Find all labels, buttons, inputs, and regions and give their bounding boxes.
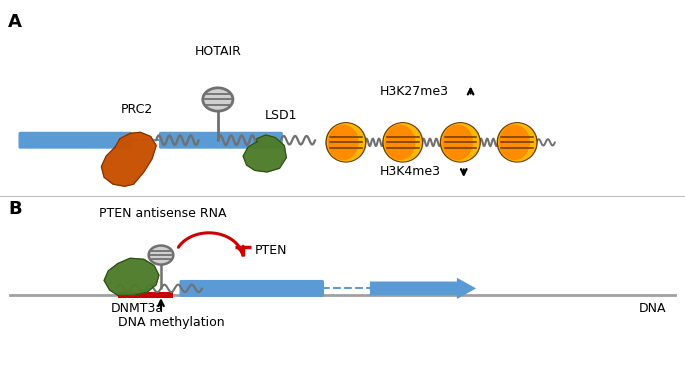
Polygon shape (104, 258, 159, 295)
Polygon shape (101, 132, 156, 186)
Text: PRC2: PRC2 (121, 103, 153, 117)
Ellipse shape (326, 123, 366, 162)
Text: LSD1: LSD1 (264, 109, 297, 122)
Text: H3K27me3: H3K27me3 (380, 85, 449, 98)
Text: A: A (8, 13, 22, 31)
Text: H3K4me3: H3K4me3 (380, 165, 441, 178)
Text: PTEN: PTEN (255, 245, 288, 258)
FancyBboxPatch shape (159, 132, 283, 149)
Ellipse shape (440, 123, 480, 162)
Ellipse shape (328, 125, 358, 160)
Ellipse shape (499, 125, 530, 160)
Text: DNA methylation: DNA methylation (118, 317, 225, 330)
Circle shape (203, 88, 233, 111)
Ellipse shape (442, 124, 479, 161)
Circle shape (149, 245, 173, 264)
FancyBboxPatch shape (18, 132, 132, 149)
Ellipse shape (497, 123, 537, 162)
Text: PTEN antisense RNA: PTEN antisense RNA (99, 207, 227, 221)
Ellipse shape (385, 125, 415, 160)
Ellipse shape (443, 125, 473, 160)
Text: DNMT3a: DNMT3a (111, 302, 164, 315)
Ellipse shape (327, 124, 364, 161)
FancyArrow shape (370, 278, 476, 299)
Ellipse shape (499, 124, 536, 161)
Text: DNA: DNA (638, 302, 666, 315)
Ellipse shape (383, 123, 423, 162)
FancyBboxPatch shape (179, 280, 324, 297)
Text: B: B (8, 200, 22, 218)
Ellipse shape (384, 124, 421, 161)
Polygon shape (243, 135, 286, 172)
FancyBboxPatch shape (118, 292, 173, 298)
Text: HOTAIR: HOTAIR (195, 45, 241, 58)
